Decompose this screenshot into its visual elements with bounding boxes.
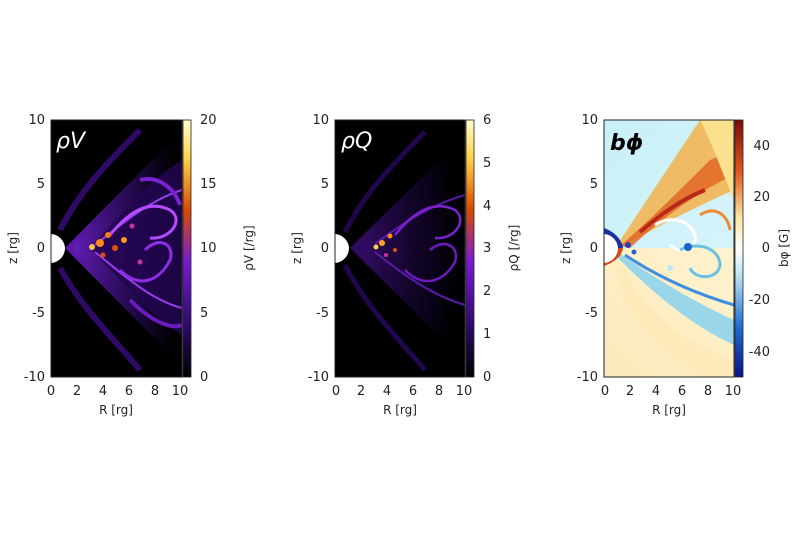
- x-tick-label: 10: [725, 384, 742, 399]
- colorbar-tick-label: 4: [483, 199, 491, 214]
- y-tick-label: -10: [308, 370, 329, 385]
- y-ticks-3: 10 5 0 -5 -10: [577, 113, 598, 385]
- x-axis-label-3: R [rg]: [652, 403, 686, 417]
- y-tick-label: 0: [321, 241, 329, 256]
- x-ticks-3: 0 2 4 6 8 10: [601, 384, 741, 399]
- x-tick-label: 2: [357, 384, 365, 399]
- colorbar-tick-label: 0: [200, 370, 208, 385]
- y-tick-label: 10: [581, 113, 598, 128]
- colorbar-tick-label: 3: [483, 241, 491, 256]
- x-tick-label: 6: [409, 384, 417, 399]
- colorbar-tick-label: 5: [483, 156, 491, 171]
- x-tick-label: 0: [332, 384, 340, 399]
- y-tick-label: 10: [28, 113, 45, 128]
- y-tick-label: -5: [585, 306, 598, 321]
- y-tick-label: 10: [312, 113, 329, 128]
- colorbar-rho-v: 20 15 10 5 0 ρV [/rg]: [182, 113, 256, 385]
- colorbar-tick-label: 10: [200, 241, 217, 256]
- y-tick-label: 5: [590, 177, 598, 192]
- x-tick-label: 2: [626, 384, 634, 399]
- colorbar-label-rho-q: ρQ [/rg]: [507, 225, 521, 272]
- panel-b-phi: bϕ 10 5 0 -5 -10 z [rg] 0 2 4 6 8 10 R […: [559, 113, 791, 417]
- colorbar-tick-label: 40: [753, 139, 770, 154]
- x-tick-label: 4: [652, 384, 660, 399]
- panel-rho-q: ρQ 10 5 0 -5 -10 z [rg] 0 2 4 6 8 10 R […: [290, 113, 521, 417]
- colorbar-tick-label: -20: [749, 293, 770, 308]
- x-tick-label: 10: [172, 384, 189, 399]
- x-axis-label-1: R [rg]: [99, 403, 133, 417]
- colorbar-label-rho-v: ρV [/rg]: [242, 225, 256, 270]
- y-tick-label: 5: [321, 177, 329, 192]
- x-tick-label: 8: [704, 384, 712, 399]
- heatmap-rho-q: [335, 120, 465, 377]
- x-tick-label: 8: [435, 384, 443, 399]
- y-axis-label-2: z [rg]: [290, 232, 304, 264]
- x-tick-label: 0: [47, 384, 55, 399]
- colorbar-tick-label: 5: [200, 306, 208, 321]
- x-tick-label: 4: [99, 384, 107, 399]
- x-tick-label: 2: [73, 384, 81, 399]
- x-ticks-1: 0 2 4 6 8 10: [47, 384, 188, 399]
- y-tick-label: 0: [37, 241, 45, 256]
- heatmap-b-phi: [604, 120, 734, 377]
- x-ticks-2: 0 2 4 6 8 10: [332, 384, 472, 399]
- y-tick-label: -5: [316, 306, 329, 321]
- y-tick-label: 5: [37, 177, 45, 192]
- y-tick-label: -5: [32, 306, 45, 321]
- colorbar-tick-label: 1: [483, 327, 491, 342]
- x-tick-label: 4: [383, 384, 391, 399]
- colorbar-label-b-phi: bφ [G]: [777, 229, 791, 267]
- y-axis-label-1: z [rg]: [6, 232, 20, 264]
- y-tick-label: 0: [590, 241, 598, 256]
- y-ticks-1: 10 5 0 -5 -10: [24, 113, 45, 385]
- colorbar-rho-q: 6 5 4 3 2 1 0 ρQ [/rg]: [465, 113, 521, 385]
- colorbar-tick-label: 20: [753, 190, 770, 205]
- panel-rho-v: ρV 10 5 0 -5 -10 z [rg] 0 2 4 6 8 10 R […: [6, 113, 256, 417]
- x-axis-label-2: R [rg]: [383, 403, 417, 417]
- y-ticks-2: 10 5 0 -5 -10: [308, 113, 329, 385]
- panel-label-rho-q: ρQ: [341, 129, 372, 154]
- colorbar-tick-label: 20: [200, 113, 217, 128]
- colorbar-tick-label: 0: [483, 370, 491, 385]
- colorbar-tick-label: 2: [483, 284, 491, 299]
- colorbar-b-phi: 40 20 0 -20 -40 bφ [G]: [734, 119, 791, 378]
- x-tick-label: 6: [678, 384, 686, 399]
- x-tick-label: 10: [456, 384, 473, 399]
- colorbar-tick-label: 0: [762, 241, 770, 256]
- y-tick-label: -10: [577, 370, 598, 385]
- panel-label-b-phi: bϕ: [610, 131, 643, 156]
- y-axis-label-3: z [rg]: [559, 232, 573, 264]
- y-tick-label: -10: [24, 370, 45, 385]
- heatmap-rho-v: [51, 120, 182, 377]
- colorbar-tick-label: 6: [483, 113, 491, 128]
- colorbar-tick-label: -40: [749, 345, 770, 360]
- x-tick-label: 0: [601, 384, 609, 399]
- panel-label-rho-v: ρV: [56, 129, 87, 154]
- x-tick-label: 8: [151, 384, 159, 399]
- x-tick-label: 6: [125, 384, 133, 399]
- colorbar-tick-label: 15: [200, 177, 217, 192]
